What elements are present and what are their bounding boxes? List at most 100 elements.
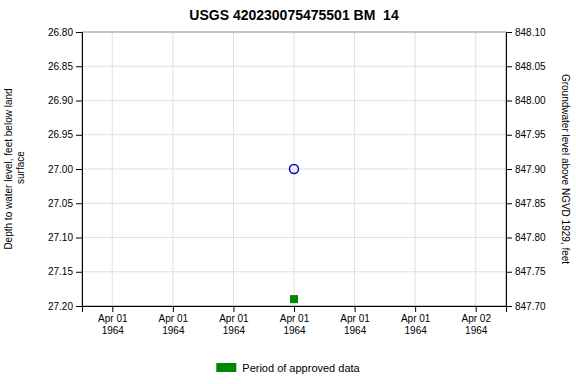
y-tick-label: 27.05 — [48, 198, 73, 209]
y-tick-mark — [76, 238, 82, 239]
x-tick-mark — [173, 306, 174, 312]
series — [290, 165, 299, 174]
y-tick-mark — [76, 169, 82, 170]
y-axis-line — [76, 33, 83, 307]
y2-tick-mark — [506, 135, 512, 136]
x-tick-label-line: Apr 01 — [401, 313, 431, 324]
y2-tick-label: 847.75 — [515, 266, 546, 277]
grid-line-x — [233, 32, 234, 306]
y-tick-mark — [76, 101, 82, 102]
x-axis: Apr 011964Apr 011964Apr 011964Apr 011964… — [83, 306, 507, 336]
y2-axis-label: Groundwater level above NGVD 1929, feet — [560, 74, 571, 264]
y2-tick-mark — [506, 169, 512, 170]
y2-tick-mark — [506, 32, 512, 33]
x-tick-mark — [415, 306, 416, 312]
y-axis-label-line: surface — [15, 151, 26, 187]
y2-tick-mark — [506, 66, 512, 67]
y2-tick-label: 848.05 — [515, 61, 546, 72]
y2-axis-line — [507, 33, 513, 307]
legend: Period of approved data — [216, 362, 360, 374]
y2-tick-mark — [506, 306, 512, 307]
x-tick-label-line: 1964 — [344, 325, 367, 336]
grid-line-x — [112, 32, 113, 306]
x-tick-label: Apr 011964 — [159, 313, 189, 336]
y-tick: 26.90 — [48, 95, 82, 106]
y2-tick-mark — [506, 238, 512, 239]
y-axis-label: Depth to water level, feet below land su… — [3, 88, 26, 249]
y-tick-label: 27.15 — [48, 266, 73, 277]
x-tick: Apr 011964 — [340, 306, 370, 336]
plot-frame — [82, 32, 506, 306]
grid-line-x — [172, 32, 173, 306]
y-tick: 27.20 — [48, 301, 82, 312]
y-tick: 27.05 — [48, 198, 82, 209]
y-tick: 27.15 — [48, 266, 82, 277]
y-tick-label: 26.80 — [48, 27, 73, 38]
x-tick: Apr 021964 — [461, 306, 491, 336]
y-tick-mark — [76, 135, 82, 136]
y-tick-mark — [76, 203, 82, 204]
x-tick-label-line: 1964 — [102, 325, 125, 336]
grid-line-x — [475, 32, 476, 306]
y2-tick-mark — [506, 101, 512, 102]
x-tick-label-line: Apr 02 — [461, 313, 491, 324]
x-tick-label-line: 1964 — [405, 325, 428, 336]
x-tick: Apr 011964 — [219, 306, 249, 336]
x-tick-label: Apr 011964 — [401, 313, 431, 336]
x-tick-mark — [355, 306, 356, 312]
y-tick: 27.10 — [48, 232, 82, 243]
y2-tick: 847.85 — [506, 198, 546, 209]
x-tick-label-line: Apr 01 — [159, 313, 189, 324]
x-tick-label-line: Apr 01 — [219, 313, 249, 324]
y-tick: 26.80 — [48, 27, 82, 38]
y-tick-label: 27.10 — [48, 232, 73, 243]
y-tick: 26.85 — [48, 61, 82, 72]
x-tick: Apr 011964 — [98, 306, 128, 336]
x-tick-mark — [294, 306, 295, 312]
y2-tick: 847.75 — [506, 266, 546, 277]
x-tick-mark — [112, 306, 113, 312]
y-tick-label: 26.90 — [48, 95, 73, 106]
x-tick-label: Apr 011964 — [280, 313, 310, 336]
grid-line-x — [294, 32, 295, 306]
y2-tick-label: 847.90 — [515, 164, 546, 175]
y2-axis-label-line: Groundwater level above NGVD 1929, feet — [560, 74, 571, 264]
y-tick-mark — [76, 66, 82, 67]
x-tick-label: Apr 021964 — [461, 313, 491, 336]
x-tick-label: Apr 011964 — [219, 313, 249, 336]
y-tick: 26.95 — [48, 129, 82, 140]
x-tick-label-line: 1964 — [223, 325, 246, 336]
y2-tick: 848.10 — [506, 27, 546, 38]
chart: Apr 011964Apr 011964Apr 011964Apr 011964… — [0, 0, 576, 384]
y-tick: 27.00 — [48, 164, 82, 175]
x-tick: Apr 011964 — [280, 306, 310, 336]
x-tick-label-line: 1964 — [283, 325, 306, 336]
x-tick-label-line: Apr 01 — [98, 313, 128, 324]
y2-tick-label: 847.85 — [515, 198, 546, 209]
grid — [82, 32, 506, 306]
x-tick: Apr 011964 — [401, 306, 431, 336]
y2-tick-label: 848.00 — [515, 95, 546, 106]
y2-tick-mark — [506, 272, 512, 273]
y-tick-mark — [76, 272, 82, 273]
series — [291, 296, 298, 303]
y2-tick-mark — [506, 203, 512, 204]
legend-label: Period of approved data — [242, 362, 360, 374]
y-tick-label: 27.00 — [48, 164, 73, 175]
y2-tick: 847.70 — [506, 301, 546, 312]
x-tick-label-line: 1964 — [162, 325, 185, 336]
x-tick-mark — [233, 306, 234, 312]
y2-axis: 847.70847.75847.80847.85847.90847.95848.… — [506, 27, 546, 312]
legend-swatch — [216, 363, 236, 372]
x-axis-line — [83, 307, 507, 313]
grid-line-x — [354, 32, 355, 306]
y2-tick: 848.00 — [506, 95, 546, 106]
legend-item: Period of approved data — [216, 362, 360, 374]
x-tick-label: Apr 011964 — [340, 313, 370, 336]
grid-line-x — [415, 32, 416, 306]
x-tick-mark — [476, 306, 477, 312]
y2-tick: 848.05 — [506, 61, 546, 72]
y2-tick-label: 847.95 — [515, 129, 546, 140]
title: USGS 420230075475501 BM 14 — [189, 7, 399, 23]
x-tick-label: Apr 011964 — [98, 313, 128, 336]
